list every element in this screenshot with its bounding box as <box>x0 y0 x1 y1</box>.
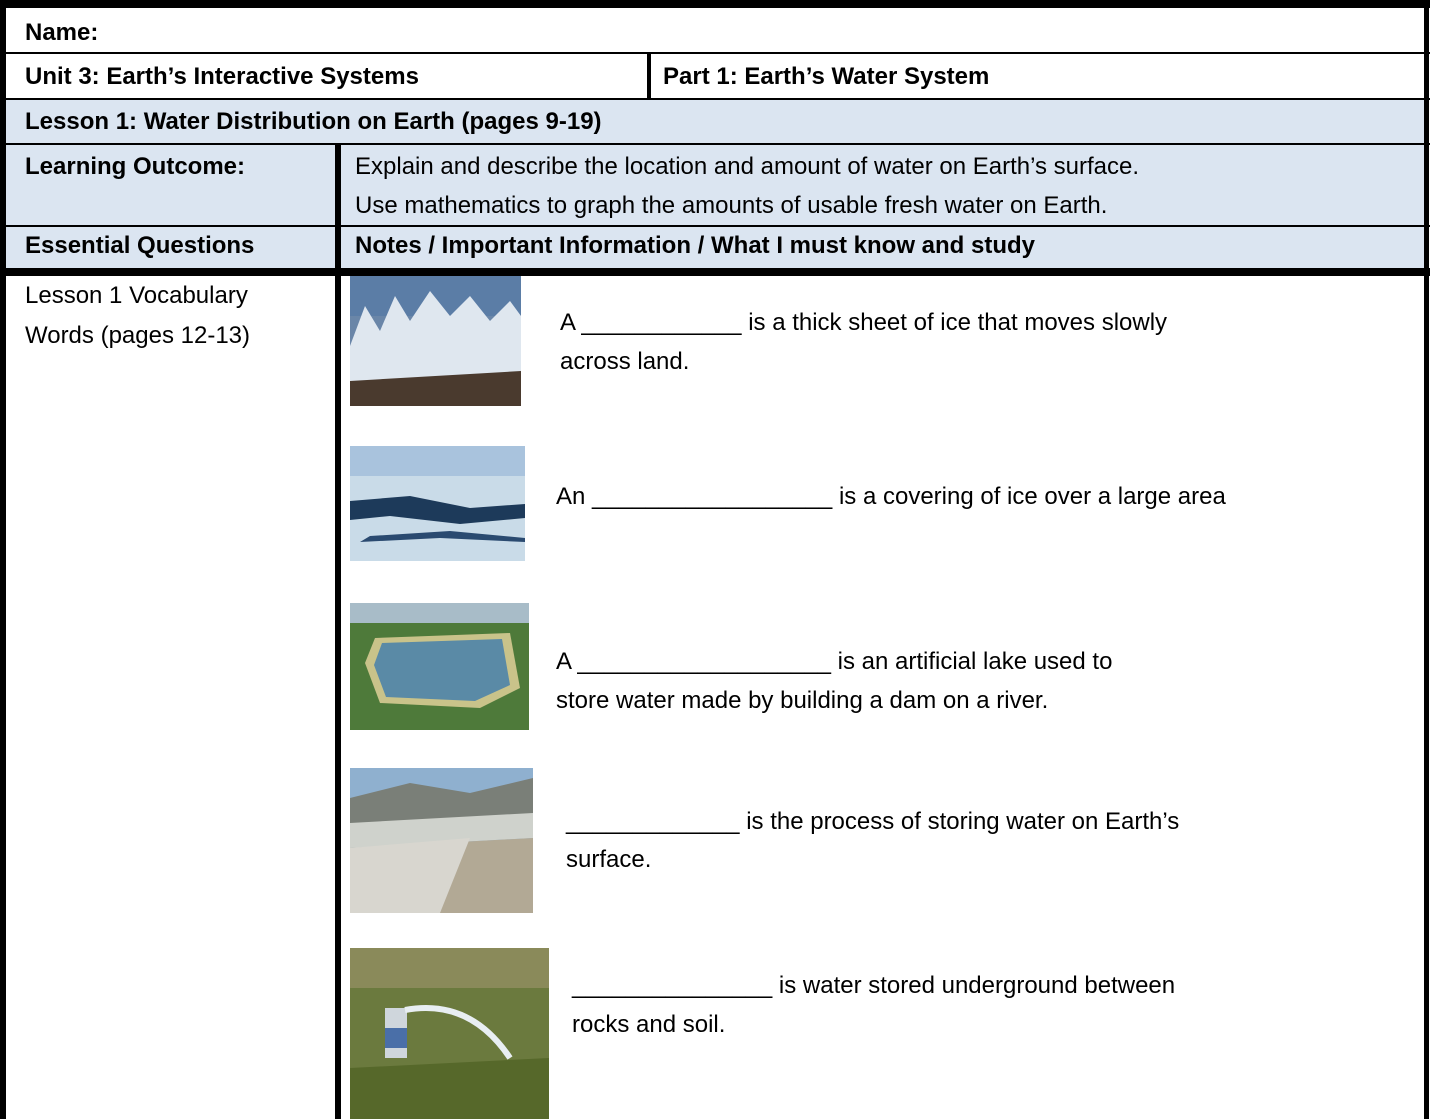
rule <box>0 52 1430 54</box>
rule <box>335 145 341 1119</box>
worksheet: Name: Unit 3: Earth’s Interactive System… <box>0 0 1435 1119</box>
border <box>0 0 1430 8</box>
photo-dam <box>350 768 533 913</box>
vocab-sentence: surface. <box>566 845 651 875</box>
unit: Unit 3: Earth’s Interactive Systems <box>25 62 419 92</box>
vocab-sentence: _____________ is the process of storing … <box>566 807 1179 837</box>
outcome-line: Explain and describe the location and am… <box>355 152 1139 182</box>
vocab-sentence: A ____________ is a thick sheet of ice t… <box>560 308 1167 338</box>
vocab-sentence: store water made by building a dam on a … <box>556 686 1048 716</box>
outcome-label: Learning Outcome: <box>25 152 245 182</box>
part: Part 1: Earth’s Water System <box>663 62 989 92</box>
rule <box>0 268 1430 276</box>
photo-ice-sheet <box>350 446 525 561</box>
photo-reservoir <box>350 603 529 730</box>
rule <box>0 225 1430 227</box>
vocab-sentence: across land. <box>560 347 689 377</box>
column-heading: Notes / Important Information / What I m… <box>355 231 1035 261</box>
left-text: Lesson 1 Vocabulary <box>25 281 248 311</box>
photo-well <box>350 948 549 1119</box>
column-heading: Essential Questions <box>25 231 254 261</box>
border <box>0 0 6 1119</box>
photo-glacier <box>350 276 521 406</box>
outcome-line: Use mathematics to graph the amounts of … <box>355 191 1107 221</box>
border <box>1424 0 1429 1119</box>
left-text: Words (pages 12-13) <box>25 321 250 351</box>
vocab-sentence: _______________ is water stored undergro… <box>572 971 1175 1001</box>
rule <box>0 143 1430 145</box>
vocab-sentence: An __________________ is a covering of i… <box>556 482 1226 512</box>
rule <box>0 98 1430 100</box>
vocab-sentence: rocks and soil. <box>572 1010 725 1040</box>
rule <box>647 54 651 98</box>
vocab-sentence: A ___________________ is an artificial l… <box>556 647 1112 677</box>
name-label: Name: <box>25 18 98 48</box>
lesson: Lesson 1: Water Distribution on Earth (p… <box>25 107 602 137</box>
